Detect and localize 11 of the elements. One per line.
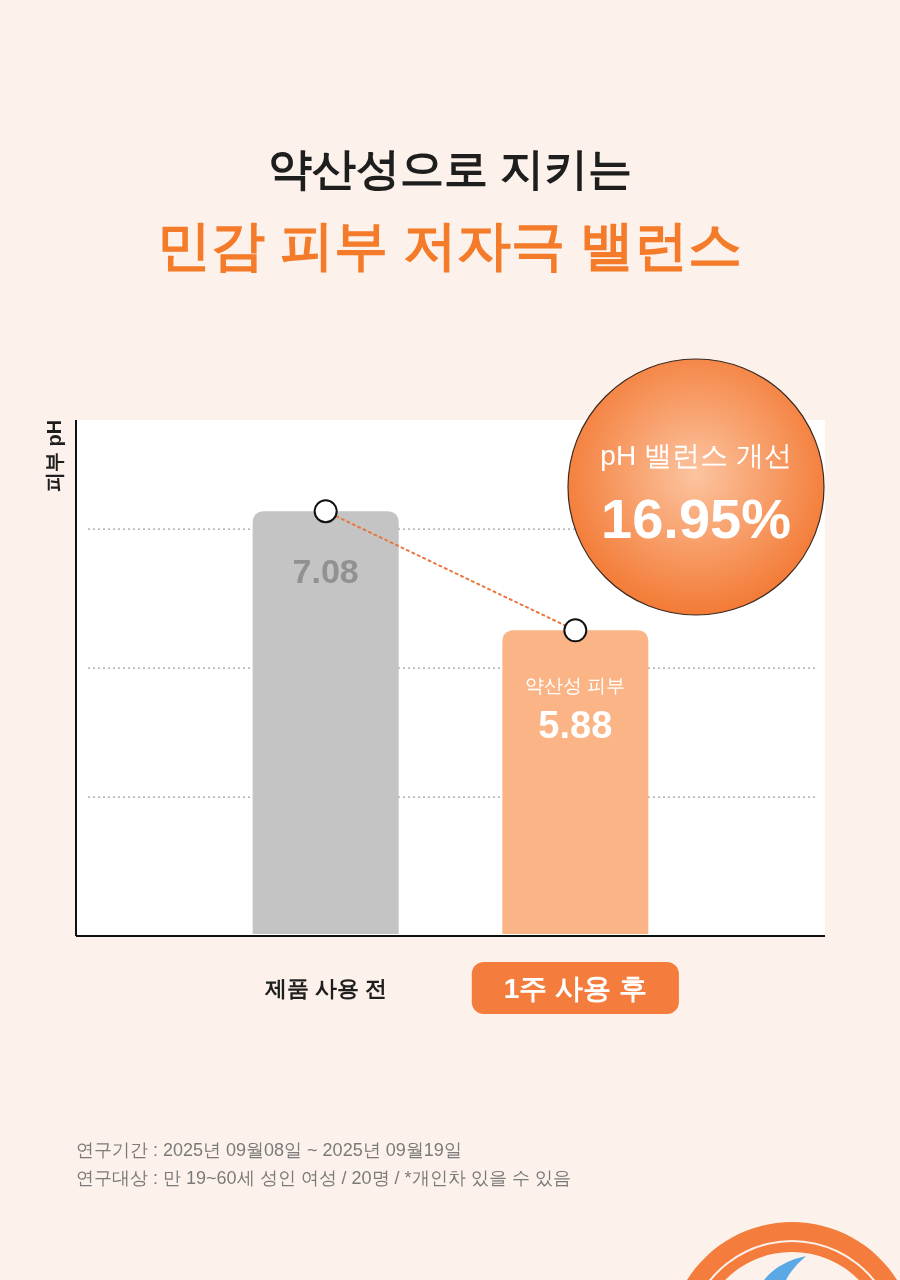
annotation: 약산성 피부 [525, 674, 626, 696]
text: 연구대상 : 만 19~60세 성인 여성 / 20명 / *개인차 있을 수 있음 [76, 1168, 571, 1188]
chart-title: 약산성으로 지키는 [267, 143, 633, 193]
annotation: pH 밸런스 개선 [600, 439, 792, 471]
annotation: 16.95% [601, 486, 791, 550]
chart-subtitle: 민감 피부 저자극 밸런스 [157, 215, 743, 275]
text: 연구기간 : 2025년 09월08일 ~ 2025년 09월19일 [76, 1140, 462, 1160]
data-label: 5.88 [538, 704, 613, 747]
x-tick-label: 제품 사용 전 [263, 975, 387, 1001]
y-axis-title: 피부 pH [43, 419, 65, 493]
x-tick-label: 1주 사용 후 [503, 972, 647, 1004]
